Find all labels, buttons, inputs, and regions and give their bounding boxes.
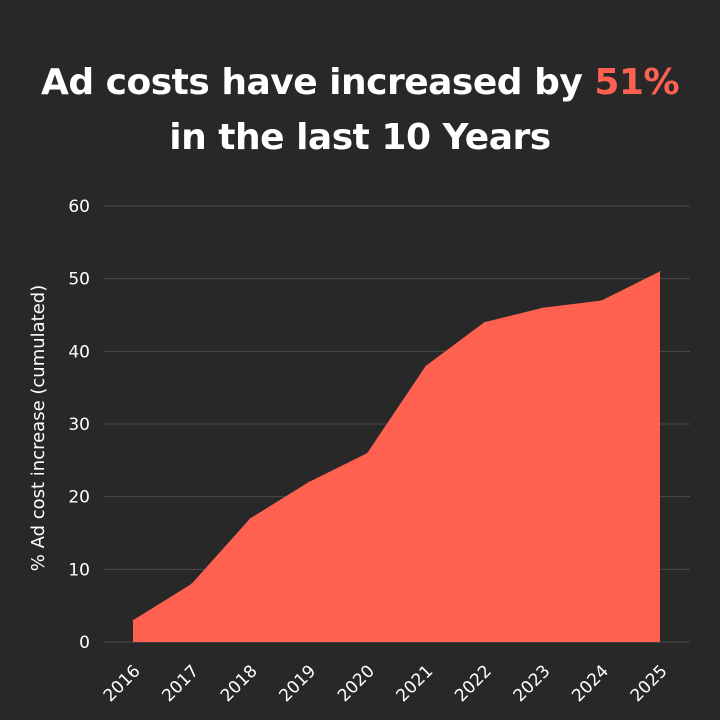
x-tick-label: 2020	[334, 661, 379, 706]
chart-title: Ad costs have increased by 51% in the la…	[0, 55, 720, 165]
y-tick-label: 50	[68, 270, 90, 290]
data-point	[308, 481, 310, 483]
area-series	[133, 271, 660, 642]
title-highlight: 51%	[594, 62, 680, 103]
data-point	[659, 270, 661, 272]
x-tick-label: 2019	[275, 661, 320, 706]
y-tick-label: 30	[68, 415, 90, 435]
title-line-2: in the last 10 Years	[169, 117, 551, 158]
data-point	[600, 299, 602, 301]
x-tick-label: 2023	[510, 661, 555, 706]
data-point	[425, 365, 427, 367]
x-tick-label: 2021	[393, 661, 438, 706]
title-line-1: Ad costs have increased by 51%	[0, 55, 720, 110]
y-tick-label: 10	[68, 560, 90, 580]
x-tick-label: 2022	[451, 661, 496, 706]
x-tick-label: 2017	[158, 661, 203, 706]
data-point	[542, 307, 544, 309]
x-tick-label: 2018	[217, 661, 262, 706]
y-axis-label: % Ad cost increase (cumulated)	[28, 285, 49, 572]
data-point	[191, 583, 193, 585]
y-tick-label: 20	[68, 488, 90, 508]
data-point	[249, 517, 251, 519]
data-point	[366, 452, 368, 454]
y-tick-label: 0	[79, 633, 90, 653]
data-point	[483, 321, 485, 323]
x-tick-label: 2025	[627, 661, 672, 706]
x-tick-label: 2024	[568, 661, 613, 706]
data-point	[132, 619, 134, 621]
y-tick-label: 40	[68, 342, 90, 362]
x-tick-label: 2016	[100, 661, 145, 706]
y-tick-label: 60	[68, 197, 90, 217]
title-prefix: Ad costs have increased by	[40, 62, 595, 103]
